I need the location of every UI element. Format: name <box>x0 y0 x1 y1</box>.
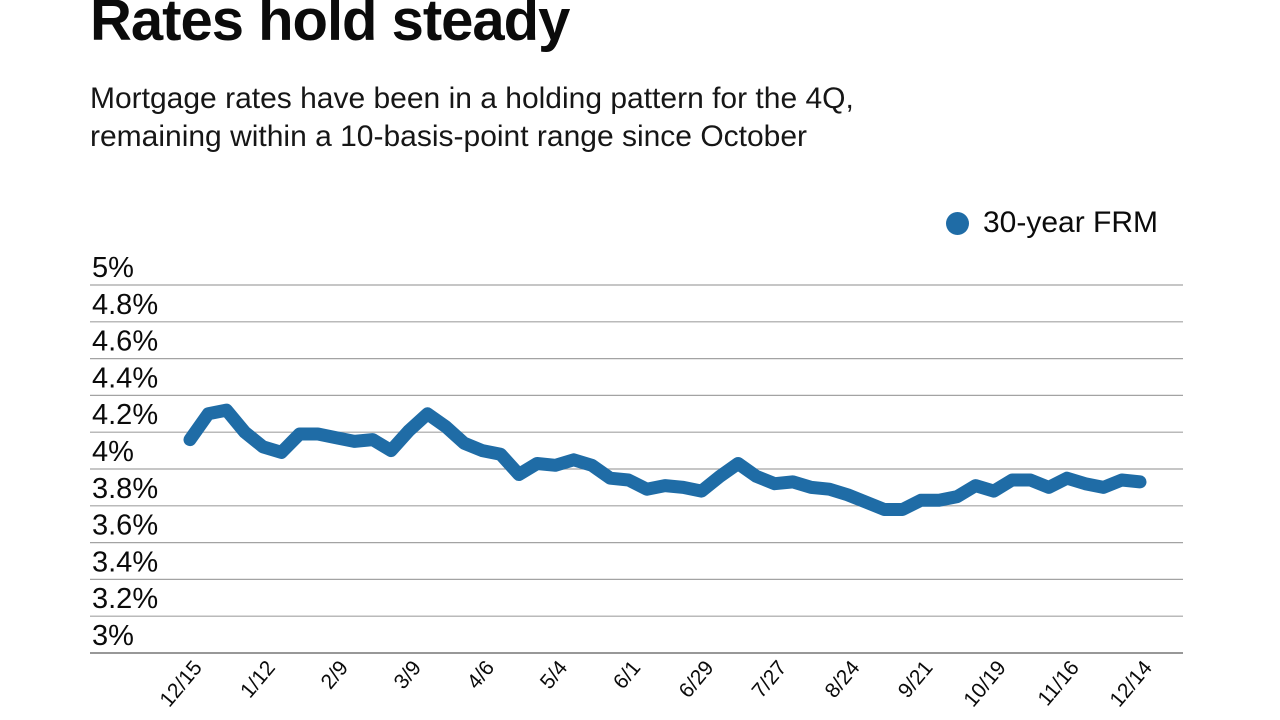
y-axis-tick-label: 3.4% <box>92 546 158 578</box>
y-axis-tick-label: 4.4% <box>92 362 158 394</box>
y-axis-tick-label: 4.2% <box>92 399 158 431</box>
y-axis-tick-label: 4.8% <box>92 289 158 321</box>
y-axis-tick-label: 3.8% <box>92 473 158 505</box>
x-axis-tick-label: 12/15 <box>155 656 206 711</box>
frm-rate-line-series <box>183 403 1147 516</box>
chart-subtitle-line-2: remaining within a 10-basis-point range … <box>90 120 808 153</box>
x-axis-tick-label: 9/21 <box>894 656 938 702</box>
x-axis-tick-label: 6/1 <box>609 656 645 693</box>
y-axis-tick-label: 4% <box>92 436 134 468</box>
chart-subtitle-line-1: Mortgage rates have been in a holding pa… <box>90 82 854 115</box>
x-axis-tick-label: 7/27 <box>748 656 792 702</box>
x-axis-tick-label: 3/9 <box>390 656 426 693</box>
x-axis-tick-label: 8/24 <box>821 656 865 702</box>
x-axis-tick-label: 12/14 <box>1105 656 1157 711</box>
x-axis-tick-label: 5/4 <box>536 656 573 693</box>
legend-dot-icon <box>946 211 969 235</box>
chart-subtitle: Mortgage rates have been in a holding pa… <box>90 80 854 156</box>
y-axis-tick-label: 3.2% <box>92 583 158 615</box>
y-axis-tick-label: 3% <box>92 620 134 652</box>
x-axis-tick-label: 2/9 <box>317 656 353 693</box>
legend-label: 30-year FRM <box>983 206 1159 239</box>
chart-title: Rates hold steady <box>90 0 570 53</box>
legend: 30-year FRM <box>946 206 1158 240</box>
x-axis-tick-label: 1/12 <box>236 656 280 702</box>
x-axis-tick-label: 11/16 <box>1033 656 1083 710</box>
y-axis-tick-label: 5% <box>92 252 134 284</box>
x-axis-tick-label: 4/6 <box>463 656 499 693</box>
y-axis-tick-label: 4.6% <box>92 326 158 358</box>
x-axis-tick-label: 10/19 <box>959 656 1010 711</box>
y-axis-tick-label: 3.6% <box>92 510 158 542</box>
x-axis-tick-label: 6/29 <box>675 656 719 702</box>
